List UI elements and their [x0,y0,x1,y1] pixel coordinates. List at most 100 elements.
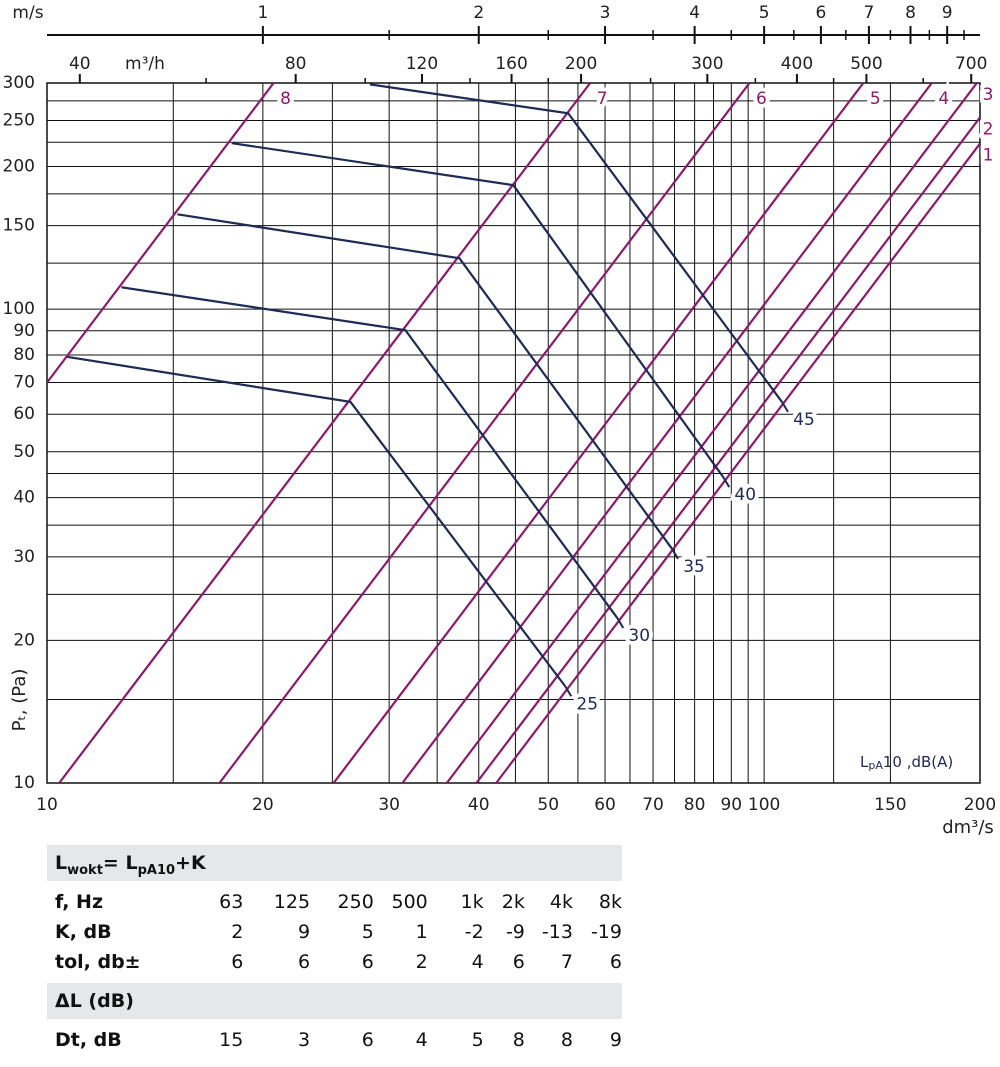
plot-area [47,83,980,783]
table-cell: 125 [273,891,311,913]
annotation: LpA10 ,dB(A) [860,753,953,773]
y-tick-label: 50 [13,442,35,462]
series-label: 35 [683,557,705,577]
table-cell: 8 [512,1029,525,1051]
top-tick-label: 7 [864,3,875,23]
row-label: K, dB [55,921,112,943]
formula-part: wokt [67,862,103,878]
top-tick-label: 5 [759,3,770,23]
table-cell: 2k [501,891,525,913]
formula-part: L [55,852,68,874]
top-axis-label: m/s [12,3,43,23]
y-tick-label: 300 [3,73,35,93]
series-line [475,116,980,783]
x-tick-label: 40 [468,795,490,815]
table-cell: 2 [415,951,428,973]
x-tick-label: 50 [537,795,559,815]
top-tick-label: 9 [942,3,953,23]
series-line [47,83,275,384]
annotation-rest: 10 ,dB(A) [883,753,953,771]
series-label: 1 [983,145,994,165]
x-tick-label: 80 [684,795,706,815]
series-label: 5 [870,89,881,109]
label-leader [564,685,573,697]
series-label: 3 [983,85,994,105]
series-line [218,83,751,783]
series-line [121,286,619,619]
top-tick-label: 500 [850,54,882,74]
series-line [231,142,725,478]
table-cell: 7 [560,951,573,973]
x-axis-label: dm³/s [942,817,994,838]
series-line [369,83,783,403]
top-tick-label: 700 [955,54,987,74]
row-label: f, Hz [55,891,104,913]
table-cell: 4 [415,1029,428,1051]
table-cell: 6 [361,951,374,973]
y-tick-label: 10 [13,773,35,793]
top-tick-label: 4 [689,3,700,23]
y-tick-label: 20 [13,630,35,650]
y-tick-label: 100 [3,299,35,319]
x-tick-label: 150 [874,795,906,815]
top-tick-label: 2 [473,3,484,23]
x-tick-label: 90 [720,795,742,815]
series-line [401,83,933,783]
table-cell: 6 [297,951,311,973]
series-line [332,83,865,783]
x-tick-label: 10 [36,795,58,815]
table-cell: 5 [361,921,374,943]
formula-part: pA10 [137,862,176,878]
series-line [66,355,567,687]
formula-part: +K [175,852,206,874]
label-leader [781,401,789,413]
formula-part: = L [102,852,138,874]
table-row: K, dB 2 9 5 1 -2 -9 -13 -19 [47,917,622,947]
y-tick-label: 90 [13,321,35,341]
table-cell: 4 [471,951,484,973]
table-cell: 8 [560,1029,573,1051]
table-row: tol, db± 6 6 6 2 4 6 7 6 [47,947,622,977]
x-tick-label: 70 [642,795,664,815]
table: Lwokt= LpA10+K f, Hz 63 125 250 500 1k 2k 4k 8k K,… [47,845,622,1055]
table-cell: 4k [549,891,573,913]
y-tick-label: 70 [13,373,35,393]
series-label: 30 [628,626,650,646]
section-band: ΔL (dB) [47,983,622,1019]
table-cell: 5 [471,1029,484,1051]
chart: dm³/s Pₜ, (Pa) LpA10 ,dB(A) 10 20 30 40 50 60… [3,3,998,838]
series-label: 2 [983,119,994,139]
table-row: f, Hz 63 125 250 500 1k 2k 4k 8k [47,887,622,917]
series-label: 45 [793,410,815,430]
series-label: 4 [938,89,949,109]
top-tick-label: 160 [495,54,527,74]
x-tick-label: 200 [964,795,996,815]
y-tick-label: 250 [3,111,35,131]
top-tick-label: 3 [600,3,611,23]
annotation-sub: pA [868,759,883,772]
top-tick-label: 300 [691,54,723,74]
annotation-base: L [860,753,869,771]
label-leader [671,548,679,560]
table-cell: 6 [512,951,525,973]
table-cell: 6 [361,1029,374,1051]
table-cell: -9 [505,921,525,943]
top-tick-label: 120 [406,54,438,74]
label-leader [616,617,625,629]
top-tick-label: 80 [285,54,307,74]
top-axis-label: m³/h [125,54,165,74]
y-axis-label: Pₜ, (Pa) [9,669,30,732]
row-label: tol, db± [55,951,141,973]
series-label: 40 [734,485,756,505]
table-cell: 6 [609,951,622,973]
top-tick-label: 40 [69,54,91,74]
table-cell: -19 [590,921,622,943]
x-tick-label: 30 [378,795,400,815]
table-cell: 3 [297,1029,311,1051]
table-cell: 2 [231,921,244,943]
series-label: 6 [756,89,767,109]
series-line [177,213,673,550]
series-label: 25 [576,694,598,714]
top-tick-label: 200 [565,54,597,74]
